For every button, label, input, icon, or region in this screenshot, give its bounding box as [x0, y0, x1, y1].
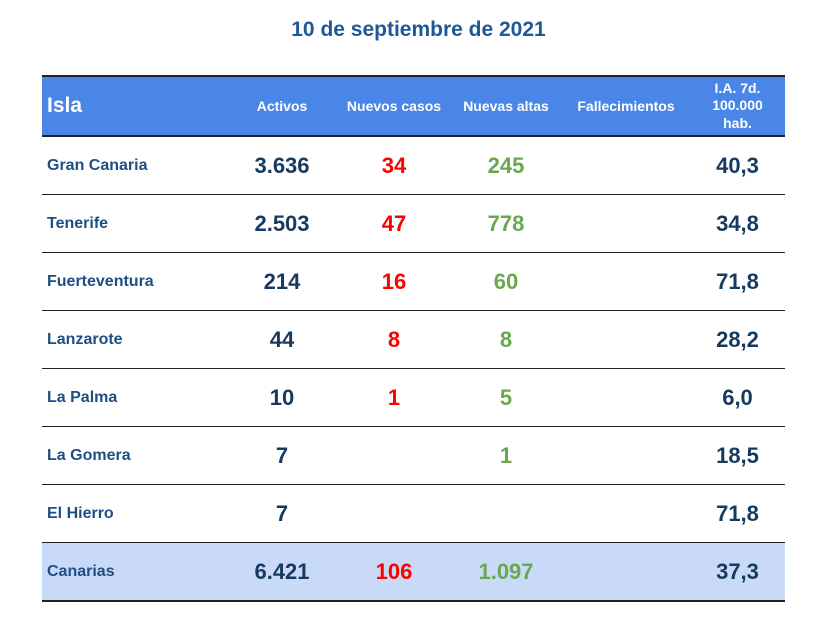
activos-cell: 6.421: [226, 542, 338, 602]
header-isla: Isla: [42, 75, 226, 137]
table-row: La Gomera 7 1 18,5: [42, 426, 785, 485]
nuevos-casos-cell: 8: [338, 310, 450, 369]
header-row: Isla Activos Nuevos casos Nuevas altas F…: [42, 75, 785, 137]
nuevas-altas-cell: 5: [450, 368, 562, 427]
nuevos-casos-cell: [338, 484, 450, 543]
fallecimientos-cell: [562, 310, 690, 369]
nuevos-casos-cell: [338, 426, 450, 485]
nuevas-altas-cell: [450, 484, 562, 543]
nuevas-altas-cell: 245: [450, 136, 562, 195]
fallecimientos-cell: [562, 368, 690, 427]
ia-cell: 34,8: [690, 194, 785, 253]
island-name: Fuerteventura: [42, 252, 226, 311]
activos-cell: 10: [226, 368, 338, 427]
activos-cell: 3.636: [226, 136, 338, 195]
island-name: La Palma: [42, 368, 226, 427]
activos-cell: 7: [226, 426, 338, 485]
island-name: Tenerife: [42, 194, 226, 253]
island-name: Gran Canaria: [42, 136, 226, 195]
ia-cell: 40,3: [690, 136, 785, 195]
nuevos-casos-cell: 34: [338, 136, 450, 195]
header-nuevas-altas: Nuevas altas: [450, 75, 562, 137]
header-fallecimientos: Fallecimientos: [562, 75, 690, 137]
fallecimientos-cell: [562, 252, 690, 311]
nuevas-altas-cell: 8: [450, 310, 562, 369]
fallecimientos-cell: [562, 194, 690, 253]
island-name: La Gomera: [42, 426, 226, 485]
activos-cell: 2.503: [226, 194, 338, 253]
activos-cell: 44: [226, 310, 338, 369]
table-row: El Hierro 7 71,8: [42, 484, 785, 543]
fallecimientos-cell: [562, 542, 690, 602]
table-row: La Palma 10 1 5 6,0: [42, 368, 785, 427]
nuevos-casos-cell: 16: [338, 252, 450, 311]
activos-cell: 214: [226, 252, 338, 311]
table-row: Fuerteventura 214 16 60 71,8: [42, 252, 785, 311]
covid-table: Isla Activos Nuevos casos Nuevas altas F…: [42, 75, 785, 602]
table-row: Tenerife 2.503 47 778 34,8: [42, 194, 785, 253]
nuevos-casos-cell: 106: [338, 542, 450, 602]
nuevas-altas-cell: 1: [450, 426, 562, 485]
header-activos: Activos: [226, 75, 338, 137]
page-title: 10 de septiembre de 2021: [291, 18, 546, 41]
fallecimientos-cell: [562, 136, 690, 195]
activos-cell: 7: [226, 484, 338, 543]
nuevos-casos-cell: 47: [338, 194, 450, 253]
nuevas-altas-cell: 60: [450, 252, 562, 311]
fallecimientos-cell: [562, 484, 690, 543]
table-row: Gran Canaria 3.636 34 245 40,3: [42, 136, 785, 195]
nuevas-altas-cell: 1.097: [450, 542, 562, 602]
nuevos-casos-cell: 1: [338, 368, 450, 427]
island-name: Lanzarote: [42, 310, 226, 369]
ia-cell: 18,5: [690, 426, 785, 485]
fallecimientos-cell: [562, 426, 690, 485]
ia-cell: 6,0: [690, 368, 785, 427]
ia-cell: 71,8: [690, 484, 785, 543]
ia-cell: 37,3: [690, 542, 785, 602]
island-name: El Hierro: [42, 484, 226, 543]
header-ia: I.A. 7d. 100.000 hab.: [690, 75, 785, 137]
ia-cell: 71,8: [690, 252, 785, 311]
ia-cell: 28,2: [690, 310, 785, 369]
nuevas-altas-cell: 778: [450, 194, 562, 253]
table-row: Lanzarote 44 8 8 28,2: [42, 310, 785, 369]
total-row: Canarias 6.421 106 1.097 37,3: [42, 542, 785, 602]
island-name: Canarias: [42, 542, 226, 602]
header-nuevos-casos: Nuevos casos: [338, 75, 450, 137]
